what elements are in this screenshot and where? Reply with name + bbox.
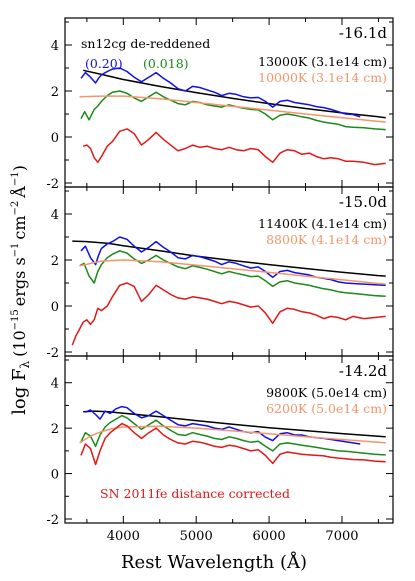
y-tick-label: -2 [46,513,59,528]
panels-layer: -2 0 2 4 -16.1d sn12cg de-reddened (0.20) (0.01… [46,17,394,544]
x-tick-label: 5000 [180,529,213,544]
series-line-2 [79,250,386,298]
panel-frame [64,355,394,524]
y-axis-title-units-exp: −15 [10,309,21,330]
series-line-1 [80,67,361,118]
panel-2: -2 0 2 4 -14.2d 9800K (5.0e14 cm)6200K (5.0e1… [46,355,394,544]
y-axis-title-units-exp2: −1 [10,243,21,258]
y-axis-title-units-mid3: Å [9,186,29,199]
bb-hot-label: 13000K (3.1e14 cm) [258,54,387,69]
series-line-2 [80,414,386,456]
y-axis-title: log Fλ(10−15ergs s−1cm−2Å−1) [9,165,32,415]
x-tick-label: 4000 [107,529,140,544]
y-axis-title-units-mid2: cm [10,215,29,239]
y-axis-title-sub: λ [18,361,32,369]
y-tick-label: -2 [46,346,59,361]
bb-cool-label: 8800K (4.1e14 cm) [266,232,387,247]
y-tick-label: 0 [51,300,59,315]
series-line-4 [82,128,386,166]
footer-label: SN 2011fe distance corrected [100,486,290,501]
x-axis-title: Rest Wavelength (Å) [121,551,307,573]
series-line-4 [80,422,386,466]
ebv-blue-label: (0.20) [85,56,123,71]
y-axis-title-units-suffix: ) [10,165,29,171]
y-tick-label: 4 [51,377,59,392]
y-tick-label: 4 [51,39,59,54]
y-tick-label: 4 [51,208,59,223]
y-axis-title-units-exp3: −2 [10,201,21,216]
y-axis-title-units-prefix: (10 [10,330,29,357]
series-line-3 [79,425,386,444]
bb-cool-label: 10000K (3.1e14 cm) [258,70,387,85]
series-line-3 [79,259,386,285]
x-tick-label: 6000 [253,529,286,544]
y-axis-title-units-exp4: −1 [10,171,21,186]
panel-0: -2 0 2 4 -16.1d sn12cg de-reddened (0.20) (0.01… [46,17,394,192]
y-tick-label: 0 [51,468,59,483]
series-line-0 [72,240,386,277]
series-line-2 [80,90,386,131]
y-tick-label: -2 [46,177,59,192]
series-line-3 [79,95,386,123]
y-tick-label: 2 [51,422,59,437]
bb-cool-label: 6200K (5.0e14 cm) [266,401,387,416]
bb-hot-label: 9800K (5.0e14 cm) [266,385,387,400]
epoch-label: -16.1d [339,24,387,42]
y-tick-label: 2 [51,85,59,100]
y-tick-label: 2 [51,254,59,269]
ebv-green-label: (0.018) [143,56,189,71]
panel-1: -2 0 2 4 -15.0d 11400K (4.1e14 cm)8800K (4.1e… [46,186,394,361]
epoch-label: -14.2d [339,362,387,380]
y-axis-title-units-mid: ergs s [10,257,29,306]
panel-title: sn12cg de-reddened [81,36,210,51]
bb-hot-label: 11400K (4.1e14 cm) [258,216,387,231]
axis-labels: Rest Wavelength (Å) log Fλ(10−15ergs s−1… [9,165,307,573]
y-tick-label: 0 [51,131,59,146]
y-axis-title-main: log F [9,369,30,415]
epoch-label: -15.0d [339,193,387,211]
series-line-4 [71,282,386,346]
x-tick-label: 7000 [325,529,358,544]
